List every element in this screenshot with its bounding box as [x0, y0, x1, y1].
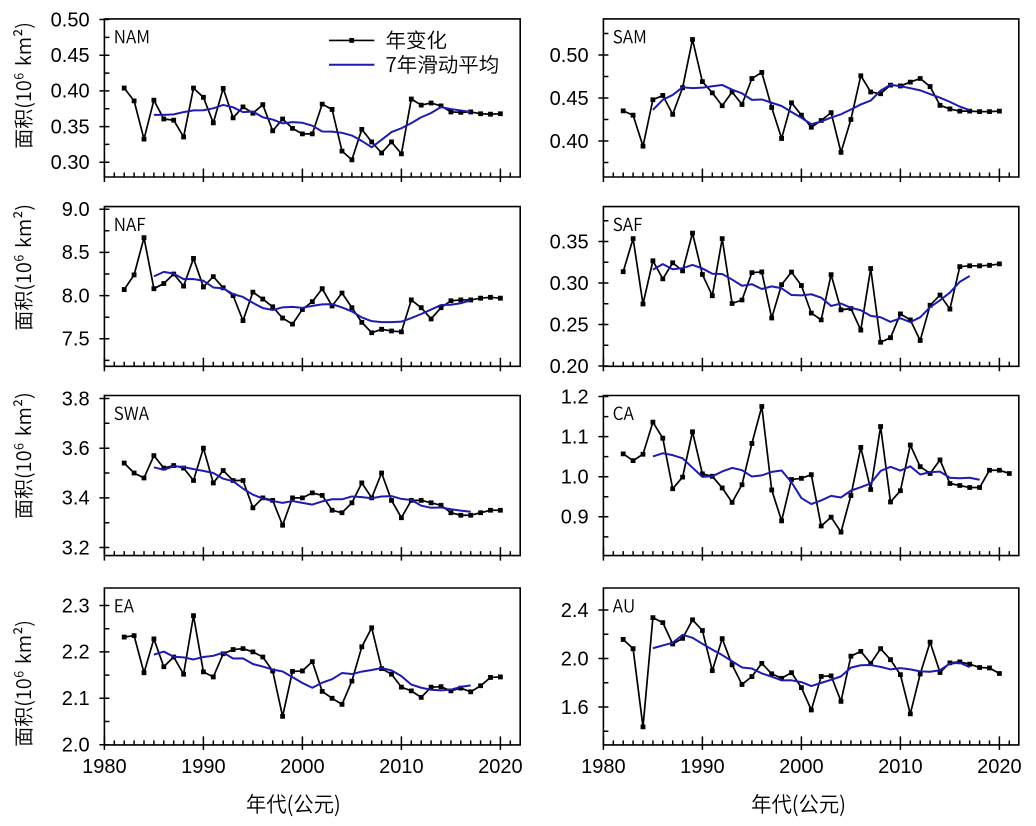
svg-text:0.50: 0.50 [51, 9, 90, 31]
svg-text:2000: 2000 [280, 756, 325, 778]
svg-text:2000: 2000 [779, 756, 824, 778]
svg-text:3.8: 3.8 [62, 388, 90, 410]
svg-text:0.30: 0.30 [550, 273, 589, 295]
svg-text:2.2: 2.2 [62, 642, 90, 664]
svg-text:0.30: 0.30 [51, 152, 90, 174]
svg-text:0.50: 0.50 [550, 45, 589, 67]
svg-text:1980: 1980 [82, 756, 127, 778]
svg-text:2.0: 2.0 [561, 648, 589, 670]
svg-text:1.0: 1.0 [561, 467, 589, 489]
svg-text:0.35: 0.35 [550, 231, 589, 253]
svg-text:1990: 1990 [680, 756, 725, 778]
svg-text:1.1: 1.1 [561, 426, 589, 448]
svg-text:1990: 1990 [181, 756, 226, 778]
svg-text:2.1: 2.1 [62, 688, 90, 710]
svg-text:0.45: 0.45 [51, 45, 90, 67]
svg-text:1.6: 1.6 [561, 697, 589, 719]
svg-text:8.5: 8.5 [62, 242, 90, 264]
svg-text:8.0: 8.0 [62, 285, 90, 307]
svg-text:2.0: 2.0 [62, 735, 90, 757]
svg-text:0.35: 0.35 [51, 116, 90, 138]
svg-text:2010: 2010 [878, 756, 923, 778]
svg-text:3.4: 3.4 [62, 488, 90, 510]
svg-text:3.6: 3.6 [62, 438, 90, 460]
svg-text:2.4: 2.4 [561, 600, 589, 622]
svg-text:0.40: 0.40 [51, 81, 90, 103]
svg-text:0.9: 0.9 [561, 507, 589, 529]
svg-text:2.3: 2.3 [62, 595, 90, 617]
svg-text:1980: 1980 [581, 756, 626, 778]
svg-text:0.25: 0.25 [550, 314, 589, 336]
svg-text:2020: 2020 [478, 756, 523, 778]
svg-text:0.20: 0.20 [550, 356, 589, 378]
svg-text:2020: 2020 [977, 756, 1022, 778]
svg-text:7.5: 7.5 [62, 329, 90, 351]
svg-text:0.45: 0.45 [550, 88, 589, 110]
svg-text:3.2: 3.2 [62, 537, 90, 559]
svg-text:0.40: 0.40 [550, 131, 589, 153]
svg-text:1.2: 1.2 [561, 386, 589, 408]
svg-text:9.0: 9.0 [62, 199, 90, 221]
svg-text:2010: 2010 [379, 756, 424, 778]
